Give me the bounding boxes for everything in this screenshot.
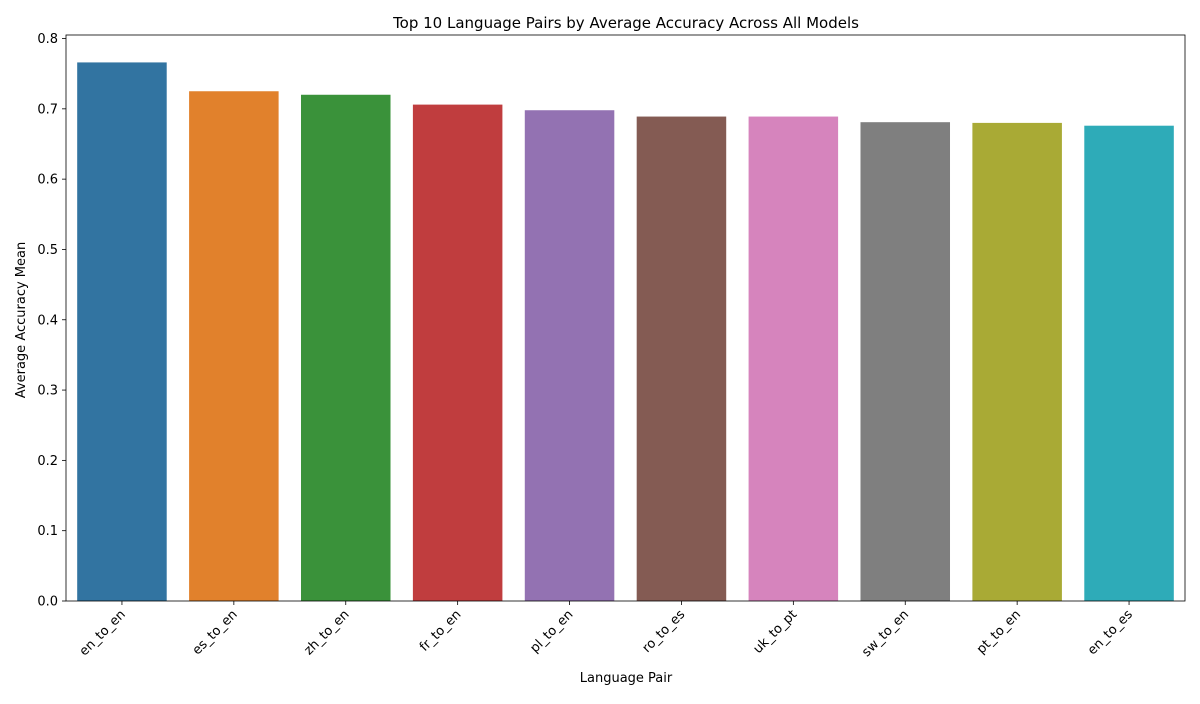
bar-en_to_es bbox=[1084, 125, 1174, 601]
y-tick-label: 0.7 bbox=[37, 102, 58, 117]
y-tick-label: 0.8 bbox=[37, 32, 58, 47]
plot-frame bbox=[65, 34, 1186, 602]
y-axis-label: Average Accuracy Mean bbox=[14, 242, 29, 398]
x-tick-label: sw_to_en bbox=[859, 607, 912, 660]
x-tick-label: ro_to_es bbox=[640, 607, 689, 656]
bar-pl_to_en bbox=[524, 110, 615, 601]
x-axis-ticks: en_to_en es_to_en zh_to_en fr_to_en pl_to_en… bbox=[77, 601, 1136, 660]
bar-ro_to_es bbox=[636, 116, 727, 601]
bar-sw_to_en bbox=[860, 122, 951, 601]
x-tick-label: uk_to_pt bbox=[751, 607, 801, 657]
x-tick-label: fr_to_en bbox=[417, 607, 465, 655]
bar-pt_to_en bbox=[972, 122, 1062, 601]
bar-fr_to_en bbox=[412, 104, 503, 602]
y-tick-label: 0.5 bbox=[37, 243, 58, 258]
x-axis-label: Language Pair bbox=[580, 671, 673, 686]
y-tick-label: 0.4 bbox=[37, 313, 58, 328]
bar-en_to_en bbox=[77, 62, 167, 602]
chart-title: Top 10 Language Pairs by Average Accurac… bbox=[392, 14, 859, 32]
y-tick-label: 0.2 bbox=[37, 454, 58, 469]
y-tick-label: 0.3 bbox=[37, 384, 58, 399]
x-tick-label: es_to_en bbox=[190, 607, 241, 658]
y-axis-ticks: 0.0 0.1 0.2 0.3 0.4 0.5 0.6 0.7 0.8 bbox=[37, 32, 66, 610]
x-tick-label: en_to_en bbox=[77, 607, 129, 659]
y-tick-label: 0.6 bbox=[37, 173, 58, 188]
x-tick-label: pl_to_en bbox=[527, 607, 576, 656]
y-tick-label: 0.1 bbox=[37, 524, 58, 539]
x-tick-label: pt_to_en bbox=[974, 607, 1024, 657]
y-tick-label: 0.0 bbox=[37, 595, 58, 610]
bars-layer bbox=[77, 62, 1174, 602]
bar-uk_to_pt bbox=[748, 116, 839, 601]
bar-zh_to_en bbox=[300, 94, 391, 601]
x-tick-label: zh_to_en bbox=[301, 607, 352, 658]
bar-es_to_en bbox=[189, 91, 279, 601]
x-tick-label: en_to_es bbox=[1085, 607, 1136, 658]
